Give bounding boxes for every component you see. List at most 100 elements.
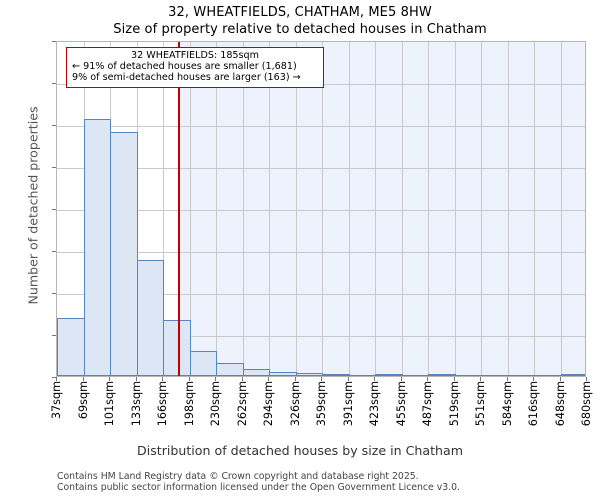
- gridline-vertical: [163, 42, 164, 376]
- gridline-vertical: [348, 42, 350, 376]
- gridline-vertical: [481, 42, 482, 376]
- histogram-bar: [507, 375, 535, 376]
- x-axis-tick-mark: [559, 377, 561, 381]
- x-axis-tick-mark: [215, 377, 216, 381]
- y-axis-tick-mark: [52, 335, 56, 336]
- x-axis-tick-label: 616sqm: [527, 381, 540, 427]
- x-axis-tick-label: 680sqm: [580, 381, 593, 427]
- page-subtitle: Size of property relative to detached ho…: [113, 22, 487, 37]
- x-axis-tick-label: 648sqm: [553, 381, 567, 427]
- x-axis-tick-label: 262sqm: [235, 381, 249, 427]
- x-axis-tick-label: 423sqm: [368, 381, 381, 427]
- gridline-vertical: [507, 42, 509, 376]
- gridline-vertical: [269, 42, 270, 376]
- annotation-line-2: ← 91% of detached houses are smaller (1,…: [72, 61, 297, 73]
- x-axis-tick-mark: [506, 377, 508, 381]
- annotation-line-1: 32 WHEATFIELDS: 185sqm: [131, 50, 259, 61]
- histogram-bar: [428, 373, 456, 376]
- x-axis-tick-label: 326sqm: [288, 381, 302, 427]
- histogram-bar: [57, 318, 85, 376]
- gridline-vertical: [454, 42, 456, 376]
- x-axis-tick-label: 455sqm: [394, 381, 408, 427]
- histogram-bar: [454, 375, 482, 376]
- x-axis-tick-mark: [82, 377, 84, 381]
- gridline-horizontal: [57, 210, 585, 211]
- x-axis-tick-mark: [56, 377, 57, 381]
- x-axis-tick-label: 69sqm: [76, 381, 90, 420]
- x-axis-tick-mark: [109, 377, 110, 381]
- histogram-bar: [242, 368, 270, 376]
- footer-line-1: Contains HM Land Registry data © Crown c…: [57, 471, 419, 482]
- y-axis-tick-mark: [52, 377, 56, 378]
- gridline-horizontal: [57, 336, 585, 337]
- plot-area: [56, 41, 586, 377]
- x-axis-tick-mark: [400, 377, 402, 381]
- x-axis-tick-mark: [294, 377, 296, 381]
- histogram-bar: [163, 320, 191, 376]
- x-axis-tick-mark: [586, 377, 587, 381]
- histogram-bar: [375, 373, 403, 376]
- gridline-vertical: [534, 42, 535, 376]
- histogram-bar: [322, 373, 350, 376]
- y-axis-tick-mark: [52, 125, 56, 126]
- x-axis-tick-mark: [480, 377, 481, 381]
- x-axis-tick-mark: [135, 377, 137, 381]
- x-axis-tick-mark: [268, 377, 269, 381]
- gridline-vertical: [295, 42, 297, 376]
- x-axis-tick-mark: [188, 377, 190, 381]
- x-axis-tick-label: 166sqm: [156, 381, 169, 427]
- x-axis-tick-label: 359sqm: [315, 381, 328, 427]
- gridline-vertical: [375, 42, 376, 376]
- larger-region-shading: [179, 42, 585, 376]
- y-axis-label: Number of detached properties: [25, 106, 41, 305]
- footer-attribution: Contains HM Land Registry data © Crown c…: [57, 471, 597, 493]
- plot-clip: [57, 42, 585, 376]
- y-axis-tick-mark: [52, 293, 56, 294]
- histogram-bar: [136, 259, 164, 376]
- x-axis-tick-label: 37sqm: [50, 381, 63, 420]
- gridline-vertical: [242, 42, 244, 376]
- x-axis-tick-mark: [162, 377, 163, 381]
- x-axis-tick-label: 294sqm: [262, 381, 275, 427]
- annotation-line-3: 9% of semi-detached houses are larger (1…: [72, 72, 301, 84]
- histogram-bar: [401, 375, 429, 376]
- gridline-vertical: [401, 42, 403, 376]
- gridline-horizontal: [57, 294, 585, 295]
- x-axis-tick-label: 198sqm: [182, 381, 196, 427]
- x-axis-tick-mark: [453, 377, 455, 381]
- x-axis-tick-label: 551sqm: [474, 381, 487, 427]
- x-axis-tick-mark: [427, 377, 428, 381]
- histogram-bar: [189, 350, 217, 376]
- y-axis-tick-mark: [52, 167, 56, 168]
- gridline-vertical: [428, 42, 429, 376]
- gridline-vertical: [216, 42, 217, 376]
- x-axis-tick-label: 391sqm: [341, 381, 355, 427]
- footer-line-2: Contains public sector information licen…: [57, 481, 460, 493]
- y-axis-tick-mark: [52, 41, 56, 42]
- property-marker-line: [178, 42, 180, 376]
- gridline-horizontal: [57, 252, 585, 253]
- x-axis-tick-label: 519sqm: [447, 381, 461, 427]
- gridline-vertical: [560, 42, 562, 376]
- gridline-vertical: [322, 42, 323, 376]
- x-axis-tick-mark: [533, 377, 534, 381]
- histogram-bar: [110, 132, 138, 376]
- gridline-horizontal: [57, 126, 585, 127]
- histogram-bar: [295, 372, 323, 376]
- x-axis-tick-mark: [374, 377, 375, 381]
- x-axis-label: Distribution of detached houses by size …: [137, 443, 463, 458]
- gridline-vertical: [189, 42, 191, 376]
- x-axis-tick-mark: [347, 377, 349, 381]
- x-axis-tick-label: 133sqm: [129, 381, 143, 427]
- y-axis-tick-mark: [52, 83, 56, 84]
- x-axis-tick-label: 487sqm: [421, 381, 434, 427]
- histogram-bar: [560, 373, 585, 376]
- histogram-bar: [216, 363, 244, 376]
- histogram-bar: [534, 375, 562, 376]
- histogram-bar: [348, 375, 376, 376]
- y-axis-label-wrap: Number of detached properties: [0, 0, 41, 304]
- histogram-bar: [83, 118, 111, 376]
- annotation-box: 32 WHEATFIELDS: 185sqm ← 91% of detached…: [66, 47, 324, 88]
- page-title: 32, WHEATFIELDS, CHATHAM, ME5 8HW: [168, 5, 432, 20]
